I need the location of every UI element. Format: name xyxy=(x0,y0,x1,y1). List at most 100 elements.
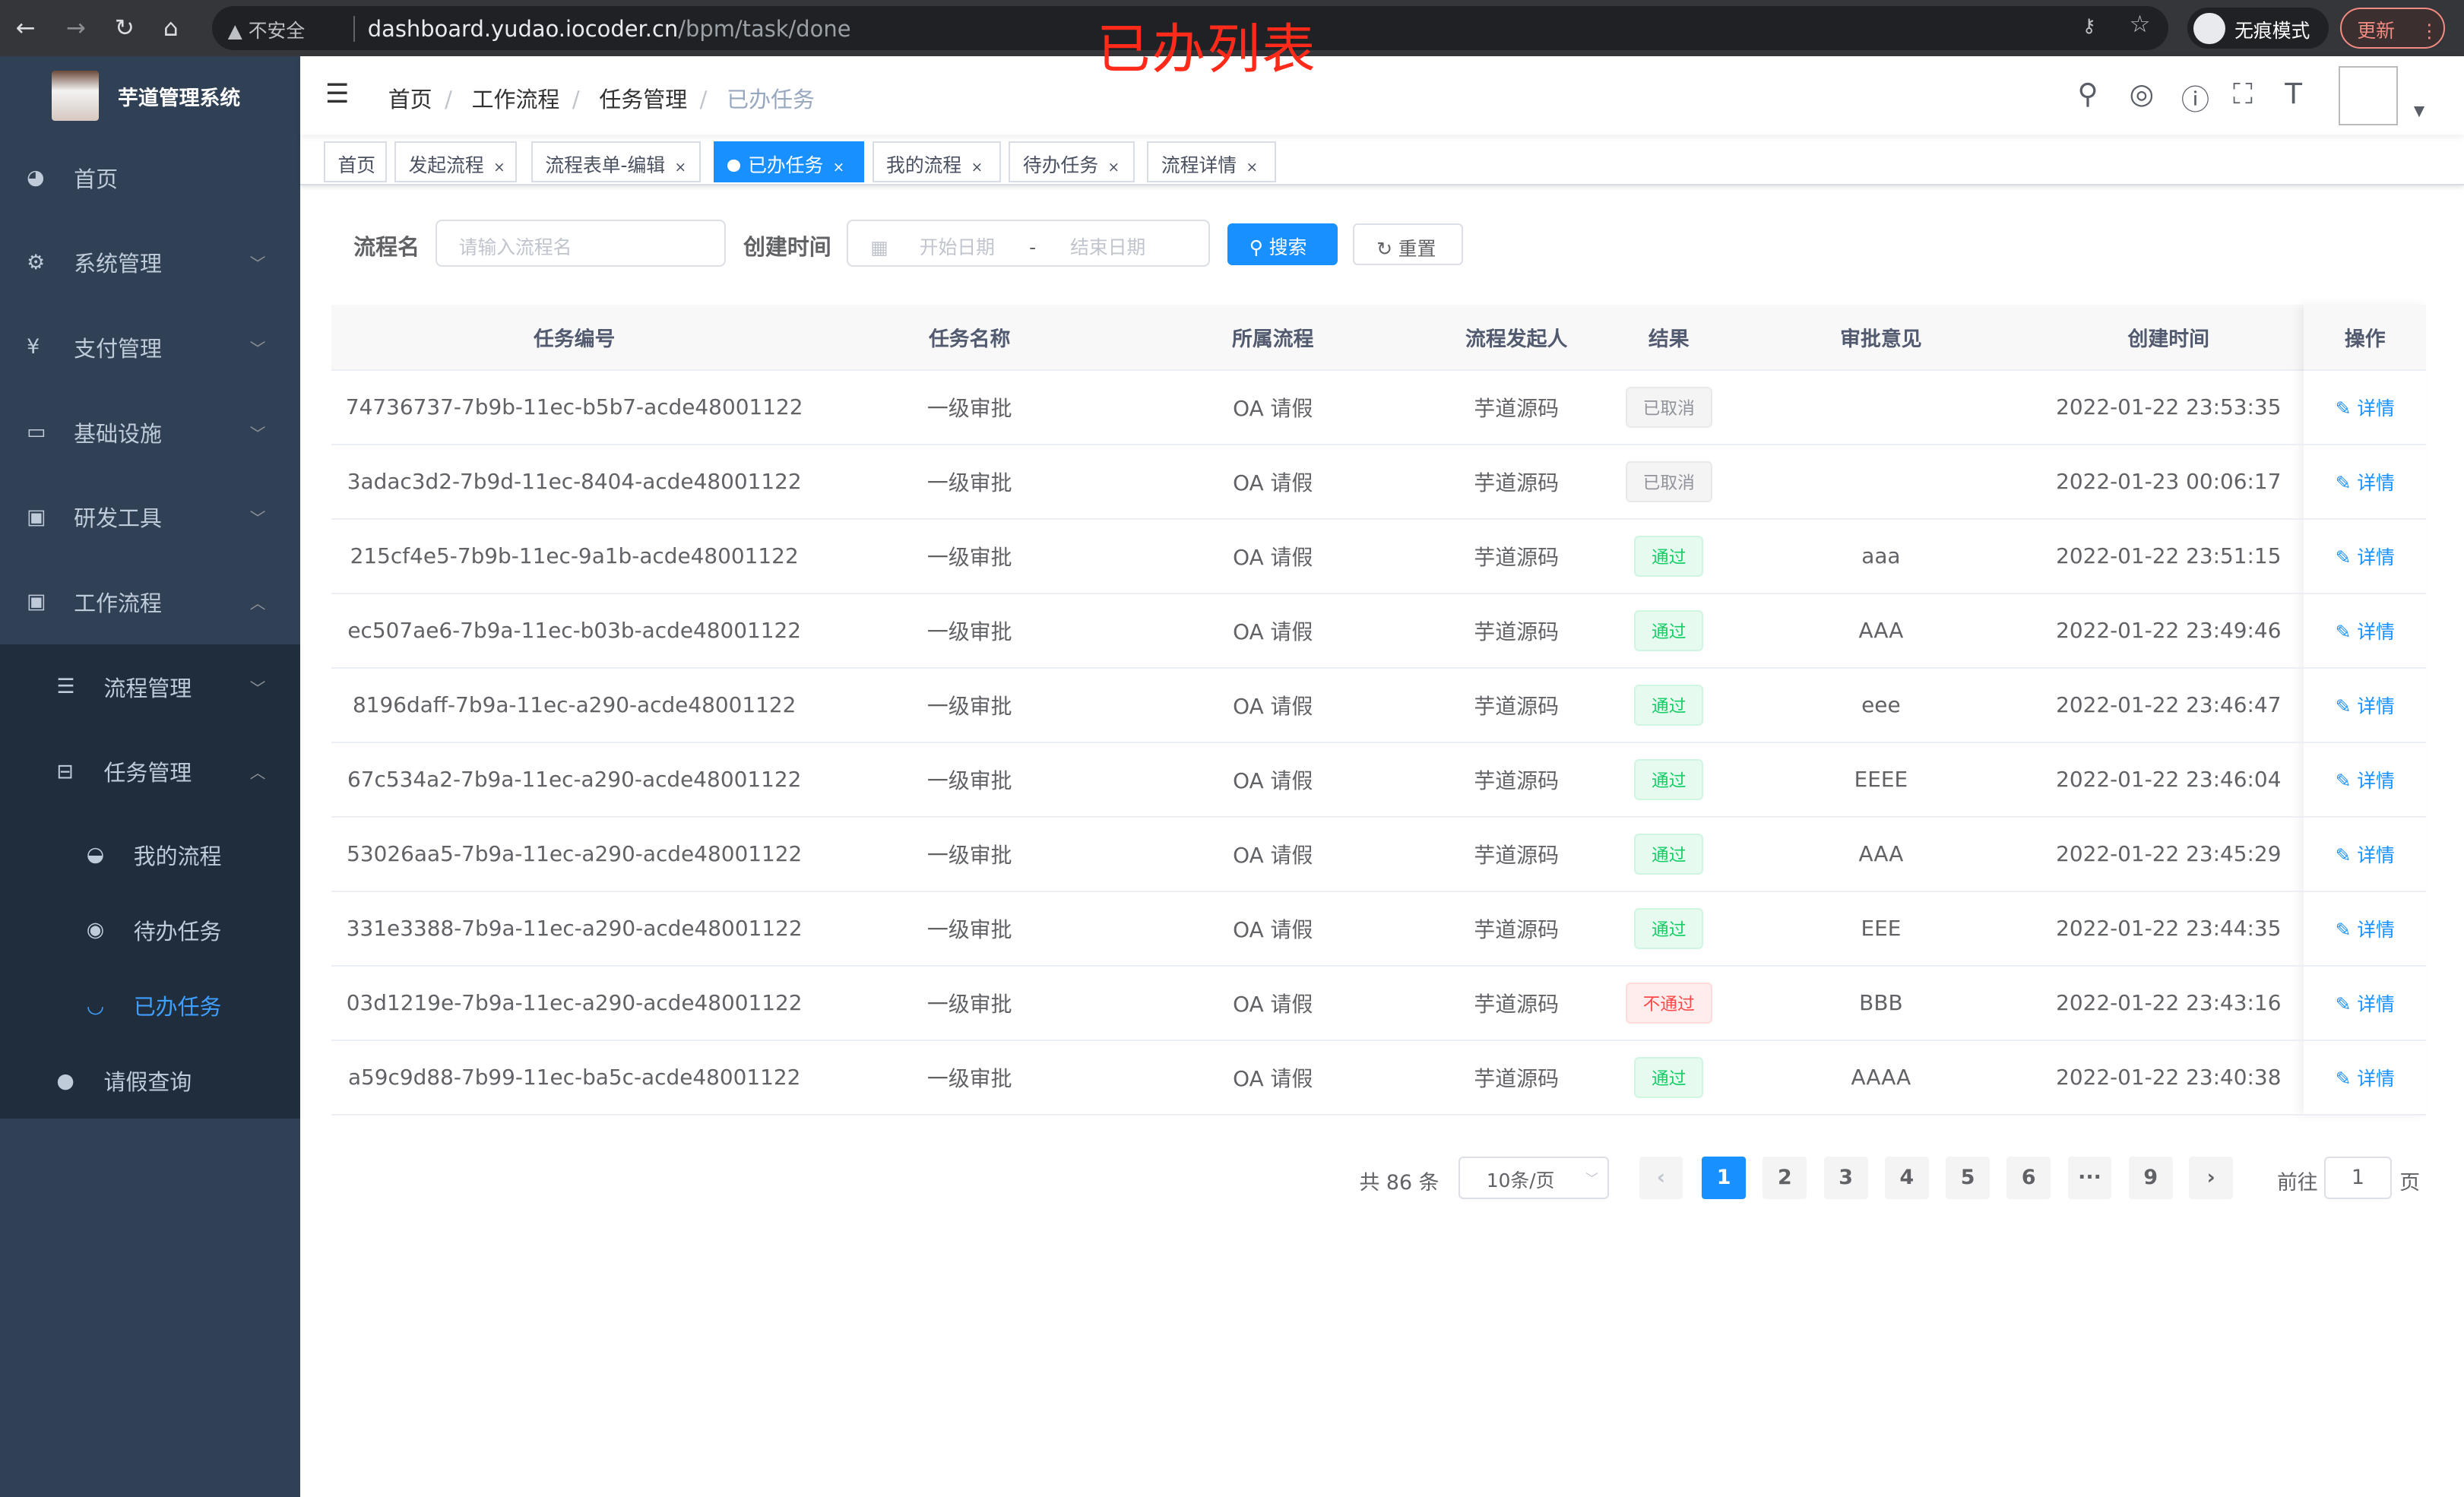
process-name-input[interactable]: 请输入流程名 xyxy=(435,220,727,267)
cell-id: 331e3388-7b9a-11ec-a290-acde48001122 xyxy=(346,916,803,942)
hamburger-icon[interactable]: ☰ xyxy=(325,78,350,110)
detail-link[interactable]: ✎ 详情 xyxy=(2336,840,2395,868)
tag-label: 发起流程 xyxy=(408,154,484,177)
column-header: 流程发起人 xyxy=(1465,328,1568,351)
caret-down-icon[interactable]: ▼ xyxy=(2413,103,2425,120)
detail-link[interactable]: ✎ 详情 xyxy=(2336,692,2395,719)
gear-icon: ⚙ xyxy=(27,250,46,274)
sidebar-logo[interactable]: 芋道管理系统 xyxy=(0,56,300,135)
sidebar-item[interactable]: ◉ 待办任务 xyxy=(0,892,300,967)
incognito-badge[interactable]: 无痕模式 xyxy=(2187,8,2329,49)
close-icon[interactable]: × xyxy=(1246,160,1259,176)
tag-4[interactable]: 我的流程 × xyxy=(872,141,1002,182)
cell-action: ✎ 详情 xyxy=(2304,594,2426,667)
detail-link[interactable]: ✎ 详情 xyxy=(2336,617,2395,644)
update-label: 更新 xyxy=(2357,19,2395,42)
reload-icon[interactable]: ↻ xyxy=(114,14,135,42)
goto-page-input[interactable]: 1 xyxy=(2323,1156,2392,1199)
detail-link[interactable]: ✎ 详情 xyxy=(2336,989,2395,1017)
table-row: ec507ae6-7b9a-11ec-b03b-acde48001122 一级审批… xyxy=(331,594,2427,669)
close-icon[interactable]: × xyxy=(832,160,845,176)
cell-starter: 芋道源码 xyxy=(1474,767,1560,793)
security-warning[interactable]: ▲ 不安全 xyxy=(227,19,306,42)
page-button[interactable]: ··· xyxy=(2067,1156,2112,1199)
page-button[interactable]: 1 xyxy=(1702,1156,1747,1199)
sidebar-item[interactable]: ¥ 支付管理 ﹀ xyxy=(0,305,300,390)
page-size-select[interactable]: 10条/页 ﹀ xyxy=(1458,1156,1610,1199)
avatar[interactable] xyxy=(2338,65,2399,126)
page-button[interactable]: 3 xyxy=(1823,1156,1868,1199)
breadcrumb-item[interactable]: 任务管理 xyxy=(599,86,688,112)
page-button[interactable]: 2 xyxy=(1762,1156,1807,1199)
key-icon[interactable]: ⚷ xyxy=(2082,14,2096,36)
cell-time: 2022-01-22 23:40:38 xyxy=(2056,1065,2282,1090)
close-icon[interactable]: × xyxy=(971,160,983,176)
close-icon[interactable]: × xyxy=(493,160,505,176)
sidebar-item[interactable]: ▣ 研发工具 ﹀ xyxy=(0,474,300,559)
back-icon[interactable]: ← xyxy=(15,14,36,42)
search-icon[interactable]: ⚲ xyxy=(2077,77,2098,111)
sidebar-item[interactable]: ⊟ 任务管理 ︿ xyxy=(0,729,300,814)
detail-link[interactable]: ✎ 详情 xyxy=(2336,766,2395,793)
detail-link[interactable]: ✎ 详情 xyxy=(2336,394,2395,421)
tag-2[interactable]: 流程表单-编辑 × xyxy=(530,141,702,182)
cell-time: 2022-01-22 23:44:35 xyxy=(2056,916,2282,942)
cell-comment: BBB xyxy=(1859,990,1903,1016)
close-icon[interactable]: × xyxy=(674,160,687,176)
detail-link[interactable]: ✎ 详情 xyxy=(2336,468,2395,495)
column-header: 任务编号 xyxy=(533,328,616,351)
reset-button[interactable]: ↻ 重置 xyxy=(1353,223,1463,266)
detail-link[interactable]: ✎ 详情 xyxy=(2336,1064,2395,1091)
detail-label: 详情 xyxy=(2357,546,2395,568)
sidebar-item[interactable]: ▭ 基础设施 ﹀ xyxy=(0,390,300,475)
sidebar-item-label: 首页 xyxy=(74,166,119,192)
navbar: ☰ 首页 / 工作流程 / 任务管理 / 已办任务 ⚲ ◎ ⓘ ⛶ T ▼ xyxy=(300,56,2464,135)
tag-3[interactable]: 已办任务 × xyxy=(713,141,865,182)
cell-id: 53026aa5-7b9a-11ec-a290-acde48001122 xyxy=(347,841,803,867)
page-button[interactable]: 6 xyxy=(2006,1156,2051,1199)
page-button[interactable]: 9 xyxy=(2128,1156,2173,1199)
star-icon[interactable]: ☆ xyxy=(2129,11,2151,39)
tag-5[interactable]: 待办任务 × xyxy=(1009,141,1135,182)
sidebar-item[interactable]: ☰ 流程管理 ﹀ xyxy=(0,644,300,730)
font-size-icon[interactable]: T xyxy=(2285,77,2303,111)
address-bar[interactable]: ▲ 不安全 dashboard.yudao.iocoder.cn/bpm/tas… xyxy=(212,6,2169,51)
close-icon[interactable]: × xyxy=(1107,160,1120,176)
app-title: 芋道管理系统 xyxy=(118,86,241,110)
logo-image xyxy=(52,71,100,122)
next-page-button[interactable]: › xyxy=(2189,1156,2234,1199)
detail-link[interactable]: ✎ 详情 xyxy=(2336,915,2395,942)
page-button[interactable]: 4 xyxy=(1884,1156,1929,1199)
sidebar-item[interactable]: ◒ 我的流程 xyxy=(0,817,300,892)
cell-name: 一级审批 xyxy=(926,619,1012,644)
cell-starter: 芋道源码 xyxy=(1474,916,1560,942)
prev-page-button[interactable]: ‹ xyxy=(1639,1156,1683,1199)
create-time-label: 创建时间 xyxy=(743,233,831,260)
fullscreen-icon[interactable]: ⛶ xyxy=(2233,77,2253,111)
date-range-picker[interactable]: ▦ 开始日期 - 结束日期 xyxy=(847,220,1211,267)
edit-icon: ✎ xyxy=(2335,992,2358,1015)
tag-6[interactable]: 流程详情 × xyxy=(1147,141,1276,182)
page-button[interactable]: 5 xyxy=(1946,1156,1990,1199)
sidebar-item[interactable]: ⚙ 系统管理 ﹀ xyxy=(0,220,300,305)
sidebar-item[interactable]: ● 请假查询 xyxy=(0,1043,300,1119)
search-button[interactable]: ⚲ 搜索 xyxy=(1227,223,1338,266)
column-header: 所属流程 xyxy=(1232,328,1314,351)
tag-1[interactable]: 发起流程 × xyxy=(394,141,518,182)
breadcrumb-item[interactable]: 首页 xyxy=(388,86,432,112)
cell-starter: 芋道源码 xyxy=(1474,544,1560,570)
edit-icon: ✎ xyxy=(2335,620,2358,643)
home-icon[interactable]: ⌂ xyxy=(163,14,179,42)
sidebar-item[interactable]: ▣ 工作流程 ︿ xyxy=(0,559,300,644)
sidebar-item-label: 请假查询 xyxy=(103,1069,192,1096)
help-icon[interactable]: ⓘ xyxy=(2181,83,2210,117)
breadcrumb-item[interactable]: 工作流程 xyxy=(471,86,560,112)
url: dashboard.yudao.iocoder.cn/bpm/task/done xyxy=(353,15,851,42)
update-button[interactable]: 更新 ⋮ xyxy=(2339,8,2446,49)
sidebar-item[interactable]: ◡ 已办任务 xyxy=(0,968,300,1043)
detail-link[interactable]: ✎ 详情 xyxy=(2336,543,2395,570)
tag-0[interactable]: 首页 xyxy=(323,141,387,182)
sidebar-item[interactable]: ◕ 首页 xyxy=(0,135,300,220)
github-icon[interactable]: ◎ xyxy=(2129,77,2155,111)
forward-icon[interactable]: → xyxy=(65,14,86,42)
